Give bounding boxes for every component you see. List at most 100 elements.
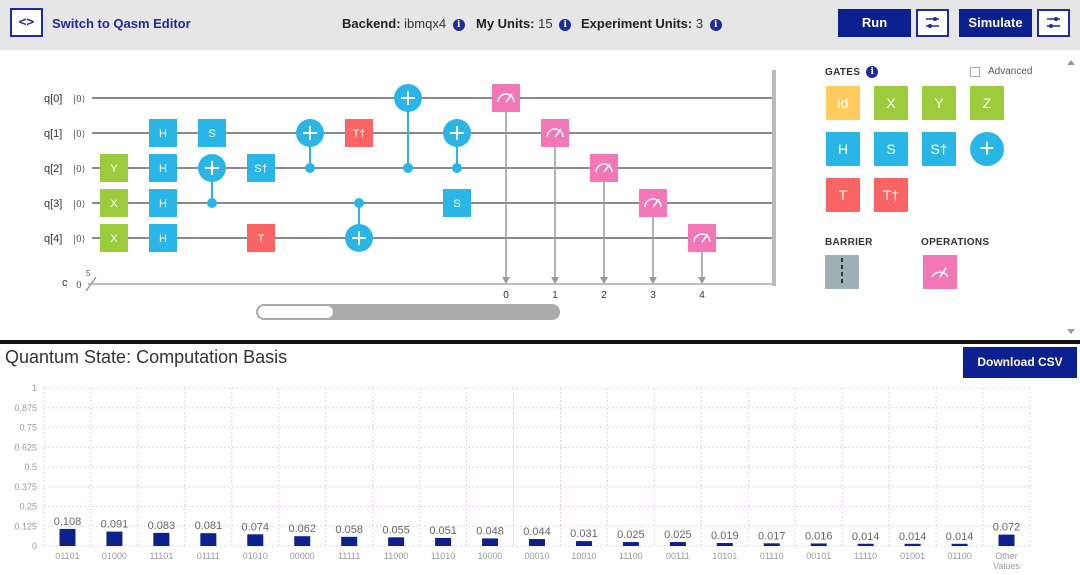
circuit-gate[interactable]: T [247, 224, 275, 252]
circuit-gate[interactable]: S [198, 119, 226, 147]
histogram-bar[interactable] [857, 543, 874, 546]
measure-arrow [600, 277, 608, 284]
simulate-settings-button[interactable] [1037, 9, 1070, 37]
palette-gate-h[interactable]: H [826, 132, 860, 166]
run-settings-button[interactable] [916, 9, 949, 37]
histogram-bar[interactable] [904, 543, 921, 546]
scroll-down-icon[interactable] [1067, 329, 1075, 334]
circuit-gate[interactable]: X [100, 224, 128, 252]
histogram-bar[interactable] [153, 532, 170, 546]
histogram-bar[interactable] [575, 541, 592, 546]
scroll-up-icon[interactable] [1067, 60, 1075, 65]
gate-box[interactable] [345, 119, 373, 147]
palette-gate-y[interactable]: Y [922, 86, 956, 120]
meter-needle [701, 233, 709, 243]
measure-gate[interactable] [590, 154, 618, 182]
histogram-bar[interactable] [388, 537, 405, 546]
y-tick-label: 0.625 [14, 442, 37, 452]
sliders-icon [926, 17, 939, 28]
circuit-gate[interactable]: H [149, 154, 177, 182]
gate-box[interactable] [247, 154, 275, 182]
histogram-bar[interactable] [341, 536, 358, 546]
gate-box[interactable] [443, 189, 471, 217]
gate-box[interactable] [149, 224, 177, 252]
histogram-bar[interactable] [435, 537, 452, 546]
circuit-gate[interactable]: H [149, 224, 177, 252]
circuit-gate[interactable]: H [149, 119, 177, 147]
histogram-bar[interactable] [998, 534, 1015, 546]
switch-to-qasm-editor-link[interactable]: Switch to Qasm Editor [52, 16, 191, 31]
cnot-control-dot[interactable] [305, 163, 315, 173]
histogram-bar[interactable] [951, 543, 968, 546]
bar-value-label: 0.014 [946, 531, 974, 543]
results-title: Quantum State: Computation Basis [5, 347, 288, 367]
barrier-gate[interactable] [825, 255, 859, 289]
run-button[interactable]: Run [838, 9, 911, 37]
info-icon[interactable]: i [709, 19, 722, 31]
circuit-gate[interactable]: Y [100, 154, 128, 182]
measure-gate[interactable] [923, 255, 957, 289]
palette-cnot-gate[interactable]: + [970, 132, 1004, 166]
measure-gate[interactable] [639, 189, 667, 217]
circuit-gate[interactable]: S [443, 189, 471, 217]
histogram-bar[interactable] [482, 538, 499, 546]
gate-label: H [159, 128, 167, 140]
meter-icon [931, 267, 949, 278]
code-icon[interactable]: <> [10, 8, 43, 37]
circuit-gate[interactable]: X [100, 189, 128, 217]
x-tick-label: 11100 [619, 551, 643, 561]
histogram-bar[interactable] [106, 531, 123, 546]
circuit-gate[interactable]: H [149, 189, 177, 217]
cnot-control-dot[interactable] [403, 163, 413, 173]
histogram-bar[interactable] [669, 542, 686, 546]
circuit-canvas[interactable]: Y X X H H H H S S† T T† S q[0] |0⟩ q[1] |0⟩ q[2] |0⟩ q[3]… [0, 56, 790, 340]
histogram-bar[interactable] [247, 534, 264, 546]
horizontal-scrollbar[interactable] [256, 304, 560, 320]
histogram-bar[interactable] [810, 543, 827, 546]
bar-value-label: 0.108 [54, 516, 82, 528]
histogram-bar[interactable] [529, 539, 545, 546]
info-icon[interactable]: i [866, 66, 879, 78]
histogram-bar[interactable] [59, 528, 76, 546]
palette-gate-z[interactable]: Z [970, 86, 1004, 120]
qubit-label: q[3] [44, 198, 62, 210]
histogram-bar[interactable] [294, 536, 311, 546]
measure-gate[interactable] [492, 84, 520, 112]
gate-box[interactable] [149, 189, 177, 217]
simulate-button[interactable]: Simulate [959, 9, 1032, 37]
gate-box[interactable] [198, 119, 226, 147]
histogram-bar[interactable] [622, 542, 639, 546]
gate-box[interactable] [247, 224, 275, 252]
palette-gate-t-dagger[interactable]: T† [874, 178, 908, 212]
histogram-bar[interactable] [200, 533, 217, 546]
palette-gate-s-dagger[interactable]: S† [922, 132, 956, 166]
circuit-gate[interactable]: S† [247, 154, 275, 182]
palette-gate-t[interactable]: T [826, 178, 860, 212]
gate-box[interactable] [149, 119, 177, 147]
palette-gate-s[interactable]: S [874, 132, 908, 166]
scrollbar-thumb[interactable] [258, 306, 333, 318]
advanced-checkbox[interactable] [970, 67, 980, 77]
cnot-control-dot[interactable] [354, 198, 364, 208]
histogram-bar[interactable] [763, 543, 780, 546]
meter-needle [603, 163, 611, 173]
histogram-bar[interactable] [716, 542, 733, 546]
palette-scrollbar[interactable] [1050, 56, 1080, 338]
gate-box[interactable] [100, 189, 128, 217]
gate-box[interactable] [149, 154, 177, 182]
measure-gate[interactable] [541, 119, 569, 147]
palette-gate-x[interactable]: X [874, 86, 908, 120]
info-icon[interactable]: i [452, 19, 465, 31]
gate-box[interactable] [100, 154, 128, 182]
y-tick-label: 0.125 [14, 521, 37, 531]
gate-box[interactable] [100, 224, 128, 252]
measure-gate[interactable] [688, 224, 716, 252]
cnot-control-dot[interactable] [452, 163, 462, 173]
x-tick-label: 00010 [524, 551, 549, 561]
palette-gate-id[interactable]: id [826, 86, 860, 120]
circuit-gate[interactable]: T† [345, 119, 373, 147]
info-icon[interactable]: i [559, 19, 572, 31]
download-csv-button[interactable]: Download CSV [963, 347, 1077, 378]
cnot-control-dot[interactable] [207, 198, 217, 208]
measure-bit-label: 1 [552, 290, 558, 301]
